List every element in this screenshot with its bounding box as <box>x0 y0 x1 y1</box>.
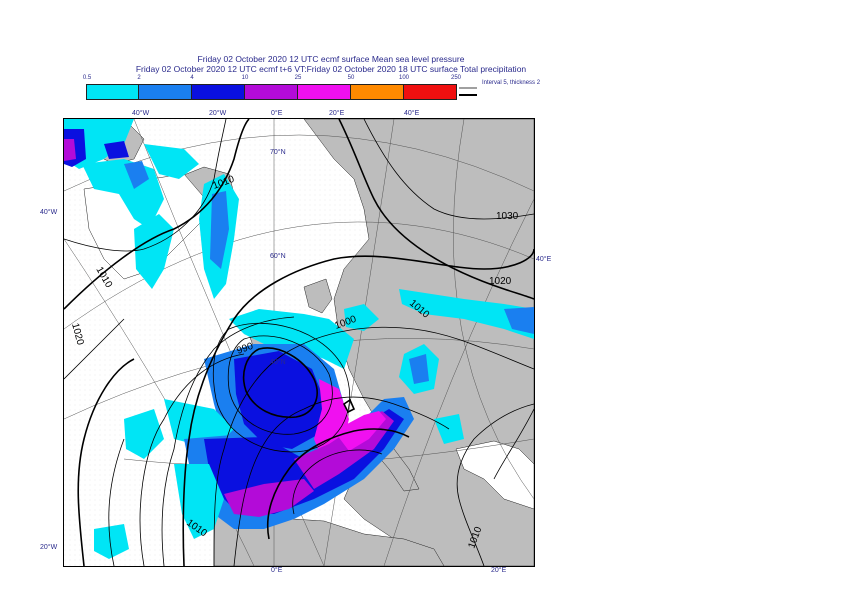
isobar-label: 1030 <box>496 211 519 222</box>
isobar-label: 1020 <box>489 276 512 287</box>
chart-title-line1: Friday 02 October 2020 12 UTC ecmf surfa… <box>197 54 465 64</box>
lon-label-top: 40°E <box>404 110 420 117</box>
legend-swatch-7 <box>403 84 457 100</box>
legend-tick-label: 50 <box>347 75 355 81</box>
lon-label-top: 20°W <box>209 110 227 117</box>
legend-tick-label: 100 <box>398 75 410 81</box>
lon-label-top: 40°W <box>132 110 150 117</box>
lon-label-top: 0°E <box>271 110 283 117</box>
legend-swatch-5 <box>297 84 351 100</box>
lon-label-bottom: 0°E <box>271 567 283 574</box>
lon-label-right: 40°E <box>536 256 552 263</box>
legend-swatch-1 <box>86 84 139 100</box>
lat-label-70n: 70°N <box>270 149 286 156</box>
isobars <box>64 119 534 566</box>
lon-label-bottom: 20°E <box>491 567 507 574</box>
lon-label-top: 20°E <box>329 110 345 117</box>
legend-tick-label: 2 <box>137 75 141 81</box>
legend-swatch-3 <box>191 84 245 100</box>
legend-tick-label: 25 <box>294 75 302 81</box>
legend-tick-label: 250 <box>450 75 462 81</box>
legend-tick-label: 0.5 <box>82 75 92 81</box>
contour-legend-lines <box>459 87 477 96</box>
lat-label-40n: 40°N <box>270 359 286 366</box>
contour-interval-note: Interval 5, thickness 2 <box>482 80 541 86</box>
precipitation-field <box>64 119 534 559</box>
map-canvas: 1010 1030 1020 1010 1020 1010 1000 990 1… <box>64 119 534 566</box>
legend-tick-label: 10 <box>241 75 249 81</box>
lon-label-left: 40°W <box>40 209 58 216</box>
lon-label-left: 20°W <box>40 544 58 551</box>
legend-swatch-2 <box>138 84 192 100</box>
legend-swatch-4 <box>244 84 298 100</box>
legend-tick-label: 4 <box>190 75 194 81</box>
lat-label-60n: 60°N <box>270 253 286 260</box>
chart-title-line2: Friday 02 October 2020 12 UTC ecmf t+6 V… <box>135 64 527 74</box>
precipitation-legend: 0.5 2 4 10 25 50 100 250 <box>83 75 461 100</box>
legend-swatch-6 <box>350 84 404 100</box>
weather-map[interactable]: 1010 1030 1020 1010 1020 1010 1000 990 1… <box>63 118 535 567</box>
